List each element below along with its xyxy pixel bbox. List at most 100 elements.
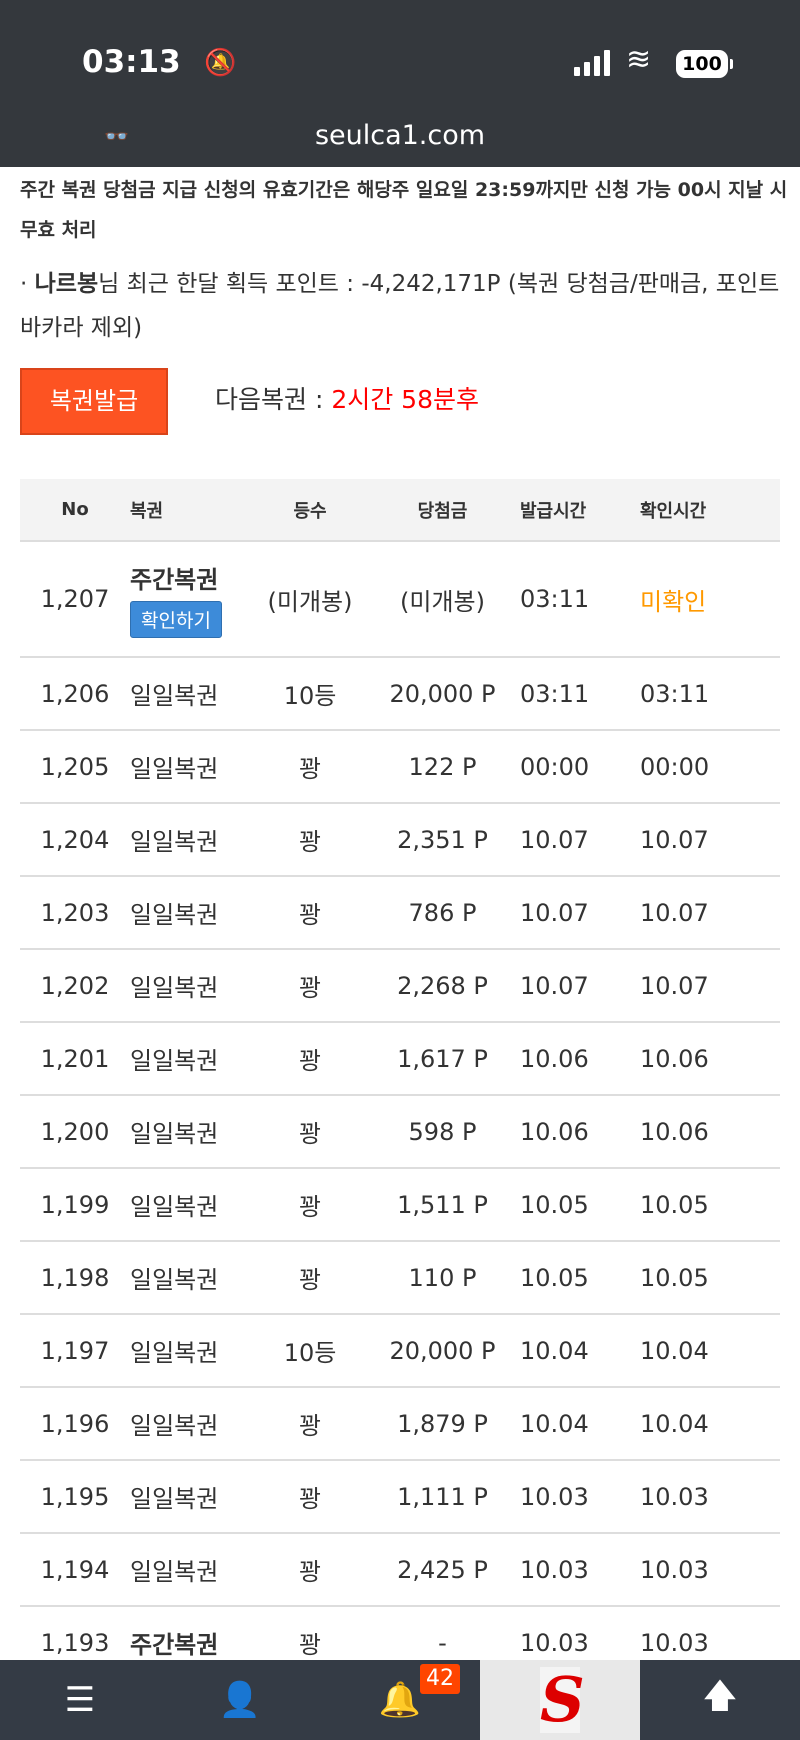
cell-issued: 10.04 <box>520 1314 640 1388</box>
battery-indicator: 100 <box>676 50 733 78</box>
cell-no: 1,196 <box>20 1387 130 1461</box>
cell-no: 1,198 <box>20 1241 130 1315</box>
column-header: 발급시간 <box>520 479 640 542</box>
cell-prize: 1,111 P <box>365 1460 520 1534</box>
table-row: 1,194 일일복권 꽝 2,425 P 10.03 10.03 <box>20 1533 780 1607</box>
privacy-glasses-icon[interactable]: 👓 <box>104 124 129 148</box>
cell-issued: 10.03 <box>520 1533 640 1607</box>
arrow-up-icon: 🡅 <box>702 1675 738 1716</box>
cell-type: 일일복권 <box>130 1460 255 1534</box>
next-lottery: 다음복권 : 2시간 58분후 <box>215 380 479 416</box>
cell-no: 1,199 <box>20 1168 130 1242</box>
cell-rank: (미개봉) <box>255 541 365 658</box>
table-row: 1,201 일일복권 꽝 1,617 P 10.06 10.06 <box>20 1022 780 1096</box>
column-header: 복권 <box>130 479 255 542</box>
url-bar[interactable]: seulca1.com <box>314 120 486 151</box>
cell-confirmed: 10.07 <box>640 949 780 1023</box>
cell-confirmed: 10.06 <box>640 1022 780 1096</box>
cell-rank: 꽝 <box>255 1095 365 1169</box>
table-row: 1,206 일일복권 10등 20,000 P 03:11 03:11 <box>20 657 780 731</box>
cell-prize: 20,000 P <box>365 1314 520 1388</box>
cell-confirmed: 미확인 <box>640 541 780 658</box>
cell-rank: 꽝 <box>255 1022 365 1096</box>
notice-text: 주간 복권 당첨금 지급 신청의 유효기간은 해당주 일요일 23:59까지만 … <box>20 179 788 241</box>
cell-rank: 10등 <box>255 1314 365 1388</box>
cell-type: 일일복권 <box>130 1314 255 1388</box>
cell-no: 1,207 <box>20 541 130 658</box>
cell-confirmed: 03:11 <box>640 657 780 731</box>
cell-issued: 10.07 <box>520 803 640 877</box>
table-row: 1,198 일일복권 꽝 110 P 10.05 10.05 <box>20 1241 780 1315</box>
wifi-icon: ≋ <box>626 42 652 77</box>
home-logo-button[interactable]: S <box>480 1660 640 1740</box>
cell-issued: 10.07 <box>520 876 640 950</box>
cell-confirmed: 10.05 <box>640 1241 780 1315</box>
cell-rank: 꽝 <box>255 876 365 950</box>
issue-lottery-button[interactable]: 복권발급 <box>20 368 168 435</box>
table-row: 1,200 일일복권 꽝 598 P 10.06 10.06 <box>20 1095 780 1169</box>
table-row: 1,196 일일복권 꽝 1,879 P 10.04 10.04 <box>20 1387 780 1461</box>
cell-no: 1,204 <box>20 803 130 877</box>
cell-type: 일일복권 <box>130 730 255 804</box>
menu-button[interactable]: ☰ <box>0 1660 160 1740</box>
browser-header: 03:13 🔕 ≋ 100 👓 seulca1.com <box>0 0 800 167</box>
cell-rank: 꽝 <box>255 803 365 877</box>
cell-issued: 10.07 <box>520 949 640 1023</box>
cell-prize: 2,268 P <box>365 949 520 1023</box>
username: 나르봉 <box>34 271 99 297</box>
cell-issued: 10.05 <box>520 1241 640 1315</box>
site-logo: S <box>540 1663 585 1736</box>
cell-confirmed: 10.06 <box>640 1095 780 1169</box>
cell-rank: 꽝 <box>255 1387 365 1461</box>
cell-type: 일일복권 <box>130 1387 255 1461</box>
cell-confirmed: 10.03 <box>640 1533 780 1607</box>
check-button[interactable]: 확인하기 <box>130 601 222 638</box>
cell-prize: 122 P <box>365 730 520 804</box>
cell-rank: 꽝 <box>255 1460 365 1534</box>
lottery-table: No 복권 등수 당첨금 발급시간 확인시간 1,207 주간복권 확인하기 (미개봉) (… <box>20 479 780 1680</box>
silent-mode-icon: 🔕 <box>204 48 237 78</box>
scroll-top-button[interactable]: 🡅 <box>640 1660 800 1740</box>
hamburger-icon: ☰ <box>64 1680 96 1720</box>
cell-confirmed: 10.04 <box>640 1314 780 1388</box>
cell-type: 일일복권 <box>130 1022 255 1096</box>
cell-rank: 꽝 <box>255 1241 365 1315</box>
cell-type: 주간복권 확인하기 <box>130 541 255 658</box>
cell-rank: 꽝 <box>255 1533 365 1607</box>
cell-issued: 03:11 <box>520 657 640 731</box>
bell-icon: 🔔 <box>378 1680 422 1720</box>
profile-button[interactable]: 👤 <box>160 1660 320 1740</box>
cellular-signal-icon <box>574 48 610 76</box>
notification-badge: 42 <box>420 1664 460 1694</box>
cell-no: 1,195 <box>20 1460 130 1534</box>
cell-no: 1,201 <box>20 1022 130 1096</box>
column-header: 확인시간 <box>640 479 780 542</box>
cell-type: 일일복권 <box>130 876 255 950</box>
cell-no: 1,194 <box>20 1533 130 1607</box>
cell-rank: 꽝 <box>255 730 365 804</box>
cell-type: 일일복권 <box>130 1241 255 1315</box>
next-label: 다음복권 : <box>215 385 332 414</box>
points-text: 님 최근 한달 획득 포인트 : -4,242,171P (복권 당첨금/판매금… <box>20 271 780 341</box>
column-header: 등수 <box>255 479 365 542</box>
cell-prize: 2,425 P <box>365 1533 520 1607</box>
cell-no: 1,202 <box>20 949 130 1023</box>
points-summary: · 나르봉님 최근 한달 획득 포인트 : -4,242,171P (복권 당첨… <box>20 262 790 350</box>
cell-no: 1,200 <box>20 1095 130 1169</box>
cell-no: 1,197 <box>20 1314 130 1388</box>
cell-issued: 10.06 <box>520 1095 640 1169</box>
bullet: · <box>20 271 35 297</box>
cell-issued: 10.05 <box>520 1168 640 1242</box>
cell-no: 1,205 <box>20 730 130 804</box>
cell-type: 일일복권 <box>130 1168 255 1242</box>
cell-confirmed: 10.07 <box>640 876 780 950</box>
cell-confirmed: 10.07 <box>640 803 780 877</box>
cell-type: 일일복권 <box>130 1533 255 1607</box>
table-row: 1,195 일일복권 꽝 1,111 P 10.03 10.03 <box>20 1460 780 1534</box>
cell-prize: 1,617 P <box>365 1022 520 1096</box>
cell-issued: 10.04 <box>520 1387 640 1461</box>
table-row: 1,207 주간복권 확인하기 (미개봉) (미개봉) 03:11 미확인 <box>20 541 780 658</box>
notification-button[interactable]: 🔔 42 <box>320 1660 480 1740</box>
cell-issued: 00:00 <box>520 730 640 804</box>
cell-confirmed: 10.05 <box>640 1168 780 1242</box>
